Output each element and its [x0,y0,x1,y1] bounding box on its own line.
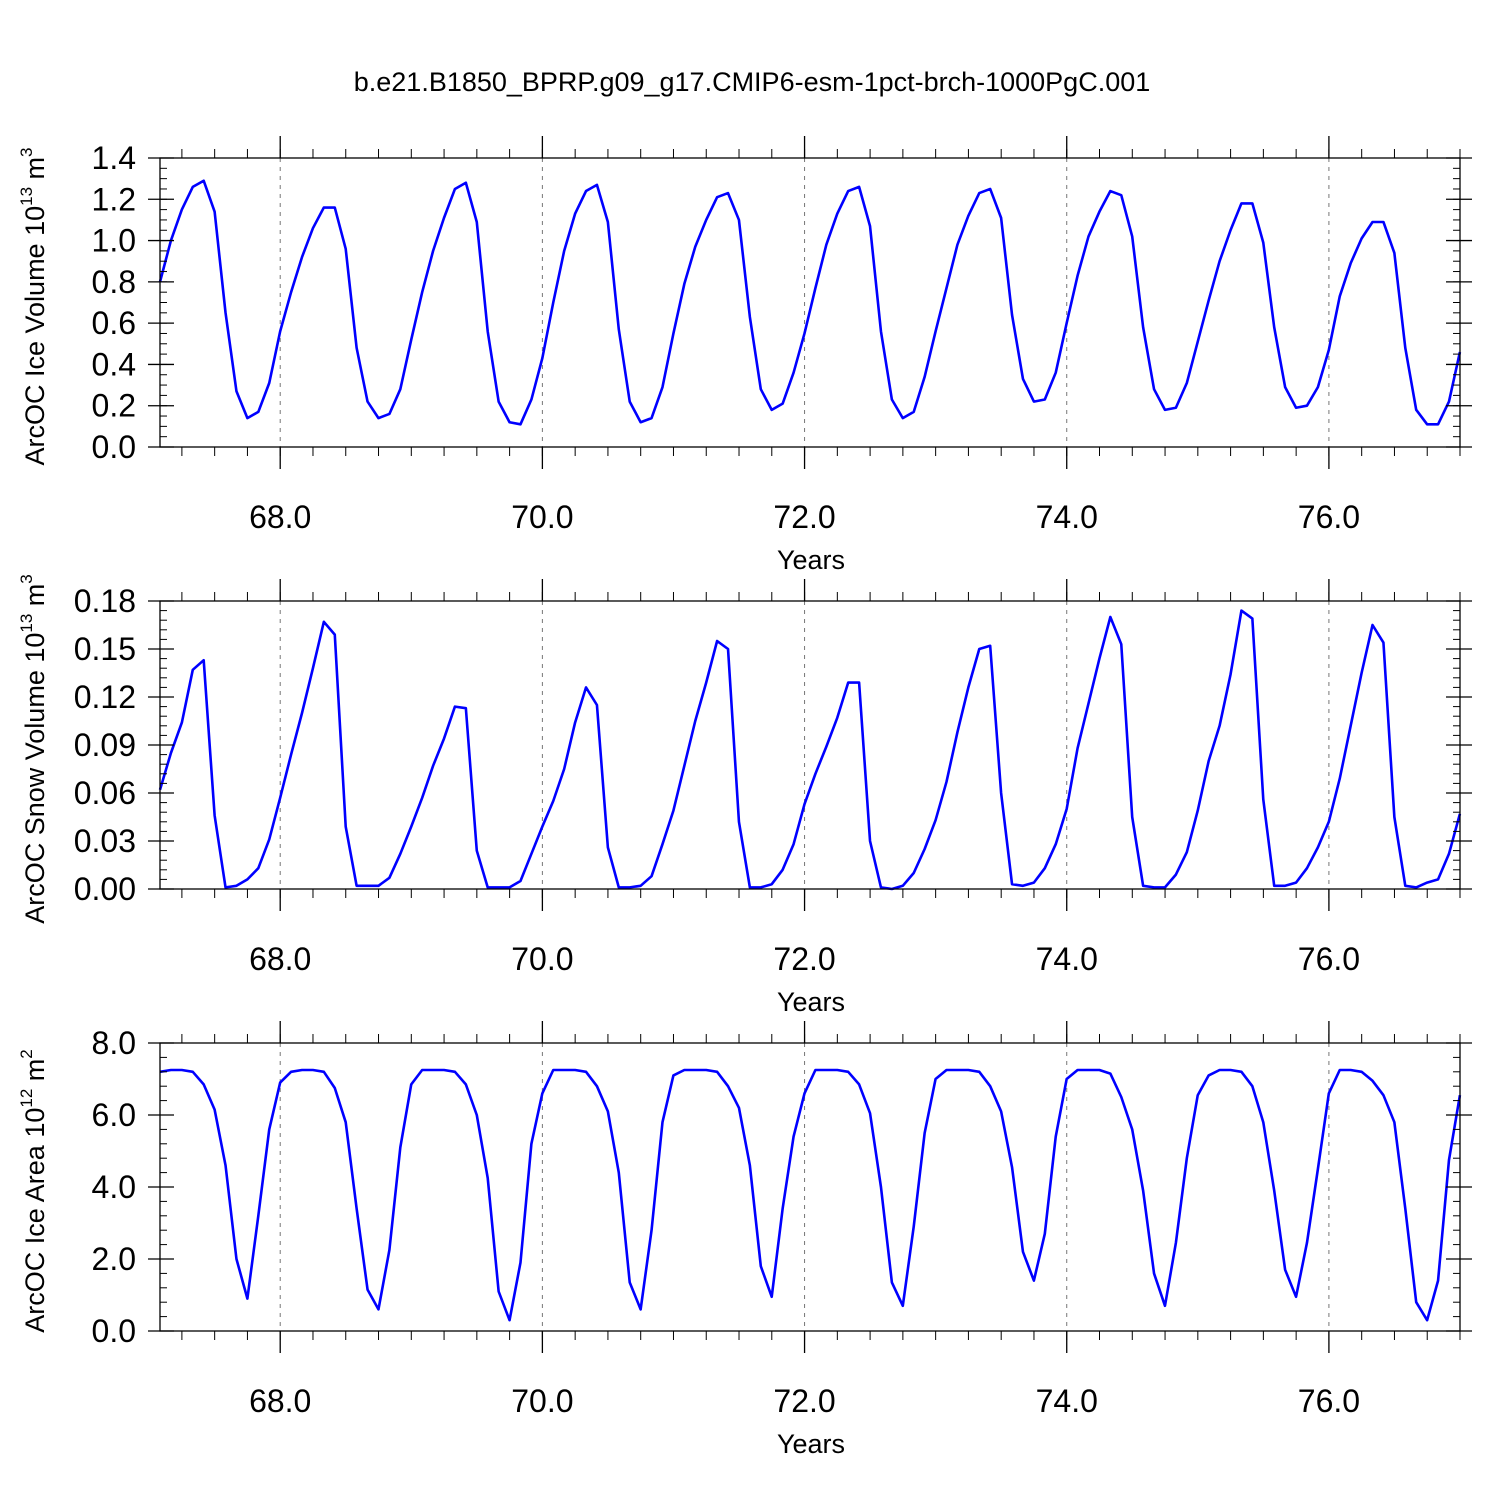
ice-area-ytick-label: 0.0 [92,1313,136,1349]
ice-volume-xaxis-label: Years [777,545,845,575]
figure-title: b.e21.B1850_BPRP.g09_g17.CMIP6-esm-1pct-… [354,67,1151,97]
ice-volume-plot-frame [159,157,1461,448]
snow-volume-xtick-label: 70.0 [511,941,573,977]
snow-volume-ytick-label: 0.06 [74,775,136,811]
snow-volume-ytick-label: 0.15 [74,631,136,667]
snow-volume-ytick-label: 0.18 [74,583,136,619]
snow-volume-series-line [158,609,1462,891]
ice-area-ytick-label: 4.0 [92,1169,136,1205]
ice-volume-ytick-label: 1.4 [92,140,136,176]
snow-volume-ytick-label: 0.09 [74,727,136,763]
ice-area-ytick-label: 2.0 [92,1241,136,1277]
snow-volume-plot-frame [159,600,1461,890]
snow-volume-ytick-label: 0.03 [74,823,136,859]
ice-volume-xtick-label: 70.0 [511,499,573,535]
ice-area-xtick-label: 68.0 [249,1383,311,1419]
panel-ice-area: 0.0 2.0 4.0 6.0 8.0 68.0 70.0 72.0 74.0 76.0 Years… [17,1021,1472,1459]
snow-volume-xaxis-label: Years [777,987,845,1017]
snow-volume-xtick-label: 74.0 [1036,941,1098,977]
ice-volume-xtick-label: 76.0 [1298,499,1360,535]
panel-ice-volume: 0.0 0.2 0.4 0.6 0.8 1.0 1.2 1.4 68.0 70.0 72.0 74.0… [17,136,1472,575]
ice-volume-yaxis-label: ArcOC Ice Volume 1013 m3 [17,147,50,465]
ice-volume-ytick-label: 0.4 [92,346,136,382]
ice-area-ytick-label: 8.0 [92,1025,136,1061]
ice-volume-ytick-label: 1.2 [92,181,136,217]
ice-volume-xtick-label: 68.0 [249,499,311,535]
ice-volume-ytick-label: 0.6 [92,305,136,341]
ice-area-yaxis-label: ArcOC Ice Area 1012 m2 [17,1049,50,1333]
snow-volume-xtick-label: 76.0 [1298,941,1360,977]
ice-volume-ytick-label: 1.0 [92,223,136,259]
ice-area-series-line [159,1068,1462,1322]
panel-snow-volume: 0.00 0.03 0.06 0.09 0.12 0.15 0.18 68.0 70.0 72.0… [17,574,1472,1017]
ice-volume-series-line [158,179,1462,426]
ice-area-xaxis-label: Years [777,1429,845,1459]
snow-volume-xtick-label: 72.0 [773,941,835,977]
snow-volume-ytick-label: 0.12 [74,679,136,715]
snow-volume-xtick-label: 68.0 [249,941,311,977]
ice-volume-xtick-label: 72.0 [773,499,835,535]
ice-area-xtick-label: 70.0 [511,1383,573,1419]
ice-area-xtick-label: 76.0 [1298,1383,1360,1419]
snow-volume-ytick-label: 0.00 [74,871,136,907]
ice-area-xtick-label: 74.0 [1036,1383,1098,1419]
ice-area-ytick-label: 6.0 [92,1097,136,1133]
ice-area-xtick-label: 72.0 [773,1383,835,1419]
snow-volume-yaxis-label: ArcOC Snow Volume 1013 m3 [17,574,50,924]
ice-volume-ytick-label: 0.8 [92,264,136,300]
ice-volume-ytick-label: 0.0 [92,429,136,465]
ice-volume-ytick-label: 0.2 [92,388,136,424]
ice-volume-xtick-label: 74.0 [1036,499,1098,535]
